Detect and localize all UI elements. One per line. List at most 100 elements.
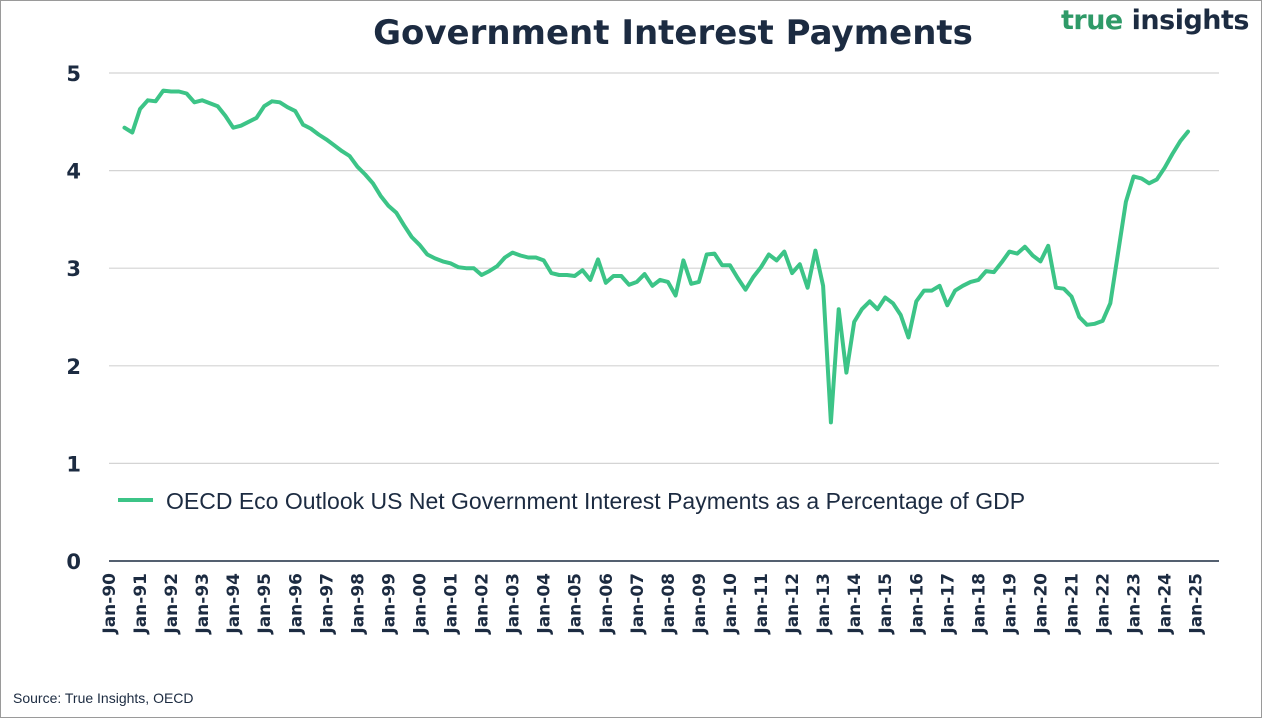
- data-point: [588, 278, 592, 282]
- y-tick-label: 5: [66, 62, 81, 86]
- data-point: [1031, 253, 1035, 258]
- data-point: [231, 126, 235, 130]
- data-point: [751, 275, 755, 279]
- data-point: [875, 307, 880, 311]
- x-tick-label: Jan-04: [535, 573, 555, 635]
- data-point: [899, 313, 903, 317]
- data-point: [285, 105, 290, 109]
- data-point: [177, 89, 181, 94]
- data-point: [394, 211, 398, 215]
- data-point: [697, 280, 701, 284]
- x-tick-label: Jan-06: [597, 573, 617, 635]
- data-point: [1132, 174, 1136, 179]
- x-tick-label: Jan-02: [473, 573, 493, 635]
- data-point: [441, 259, 445, 263]
- x-tick-label: Jan-92: [162, 573, 182, 635]
- data-point: [1062, 287, 1066, 291]
- x-tick-label: Jan-94: [224, 573, 244, 635]
- data-point: [254, 116, 259, 120]
- data-point: [743, 288, 748, 292]
- data-point: [154, 99, 158, 103]
- data-point: [487, 269, 491, 273]
- brand-logo-word-insights: insights: [1131, 5, 1250, 36]
- data-point: [1000, 260, 1004, 264]
- data-point: [938, 284, 942, 288]
- data-point: [868, 299, 872, 303]
- data-point: [759, 265, 763, 269]
- data-point: [518, 253, 523, 258]
- data-point: [984, 269, 988, 273]
- data-point: [185, 91, 189, 96]
- data-point: [464, 266, 468, 270]
- x-tick-label: Jan-20: [1032, 573, 1052, 635]
- data-point: [1155, 177, 1159, 181]
- x-tick-label: Jan-99: [379, 573, 399, 635]
- data-point: [526, 255, 530, 260]
- data-point: [355, 165, 359, 169]
- data-point: [573, 274, 577, 278]
- x-tick-label: Jan-98: [348, 573, 368, 635]
- x-tick-label: Jan-12: [783, 573, 803, 635]
- data-point: [332, 143, 336, 147]
- x-tick-label: Jan-14: [845, 573, 865, 635]
- data-point: [712, 252, 717, 256]
- x-tick-label: Jan-16: [907, 573, 927, 635]
- data-point: [1046, 244, 1050, 248]
- data-point: [1186, 130, 1190, 134]
- x-tick-label: Jan-09: [690, 573, 710, 635]
- x-tick-label: Jan-23: [1125, 573, 1145, 635]
- y-tick-label: 2: [66, 355, 81, 379]
- data-point: [580, 268, 585, 272]
- x-tick-label: Jan-21: [1063, 573, 1083, 635]
- data-point: [122, 126, 127, 130]
- data-point: [1178, 139, 1182, 143]
- data-point: [674, 293, 678, 298]
- gridlines: [109, 72, 1219, 464]
- data-point: [619, 274, 623, 278]
- data-point: [138, 107, 142, 111]
- data-point: [169, 89, 173, 94]
- data-point: [705, 252, 709, 257]
- data-point: [402, 223, 406, 227]
- data-point: [480, 273, 484, 277]
- data-point: [643, 272, 647, 276]
- data-point: [511, 251, 515, 255]
- data-point: [1054, 286, 1058, 290]
- data-point: [976, 278, 981, 282]
- source-note: Source: True Insights, OECD: [13, 690, 194, 706]
- data-point: [681, 258, 686, 262]
- y-axis-ticks: 0 1 2 3 4 5: [66, 62, 81, 574]
- x-tick-label: Jan-24: [1156, 573, 1176, 635]
- data-point: [969, 280, 973, 284]
- y-tick-label: 4: [66, 160, 81, 184]
- data-point: [262, 104, 266, 108]
- data-point: [472, 266, 476, 270]
- x-tick-label: Jan-03: [504, 573, 524, 635]
- x-tick-label: Jan-05: [566, 573, 586, 635]
- data-point: [534, 255, 538, 260]
- data-point: [130, 130, 134, 135]
- data-point: [161, 89, 165, 93]
- brand-logo: true insights: [1061, 5, 1250, 36]
- data-point: [658, 278, 662, 282]
- x-tick-label: Jan-97: [317, 573, 337, 635]
- y-tick-label: 1: [66, 452, 81, 476]
- data-point: [433, 256, 437, 260]
- data-point: [922, 289, 926, 293]
- data-point: [1069, 294, 1074, 299]
- data-point: [565, 273, 569, 277]
- x-tick-label: Jan-25: [1187, 573, 1207, 635]
- data-point: [386, 204, 390, 208]
- data-point: [425, 252, 429, 257]
- data-point: [1139, 176, 1143, 180]
- data-point: [813, 249, 818, 253]
- data-point: [417, 243, 422, 247]
- data-point: [689, 282, 693, 286]
- data-point: [309, 127, 313, 131]
- x-tick-label: Jan-18: [969, 573, 989, 635]
- y-tick-label: 0: [66, 550, 81, 574]
- x-tick-label: Jan-95: [255, 573, 275, 635]
- data-point: [293, 109, 297, 113]
- data-point: [782, 250, 786, 254]
